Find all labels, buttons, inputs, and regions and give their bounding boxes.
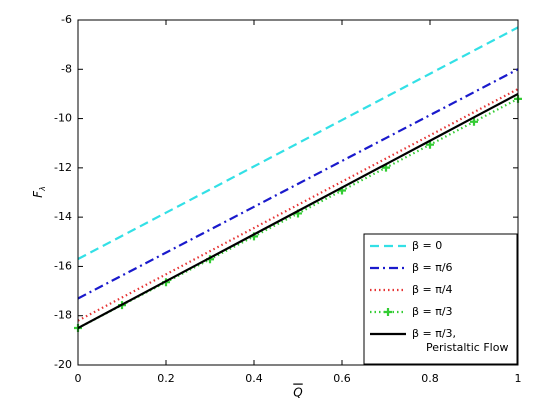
x-tick-label: 0.2	[157, 372, 175, 385]
y-tick-label: -8	[61, 62, 72, 75]
axes-frame	[77, 19, 519, 366]
y-tick-label: -20	[54, 358, 72, 371]
x-axis-label: Q	[293, 386, 302, 400]
y-tick-label: -10	[54, 112, 72, 125]
line-series	[77, 26, 519, 261]
legend-marker	[384, 308, 392, 316]
marker	[426, 140, 434, 149]
legend-label: β = π/4	[412, 283, 453, 296]
y-tick-label: -14	[54, 210, 72, 223]
legend-label: β = π/6	[412, 261, 453, 274]
legend	[363, 233, 518, 365]
line-series	[77, 92, 519, 330]
x-tick-label: 0	[75, 372, 82, 385]
y-tick-label: -12	[54, 161, 72, 174]
x-tick-label: 0.8	[421, 372, 439, 385]
x-tick-label: 0.4	[245, 372, 263, 385]
legend-label: β = π/3	[412, 305, 453, 318]
line-series	[77, 88, 519, 322]
y-tick-label: -6	[61, 13, 72, 26]
legend-label: β = 0	[412, 239, 442, 252]
legend-label: β = π/3, Peristaltic Flow	[412, 327, 508, 354]
line-series	[77, 68, 519, 300]
y-tick-label: -18	[54, 309, 72, 322]
x-tick-label: 0.6	[333, 372, 351, 385]
y-tick-label: -16	[54, 259, 72, 272]
x-tick-label: 1	[515, 372, 522, 385]
marker	[470, 117, 478, 126]
y-axis-label: Fλ	[31, 186, 47, 198]
